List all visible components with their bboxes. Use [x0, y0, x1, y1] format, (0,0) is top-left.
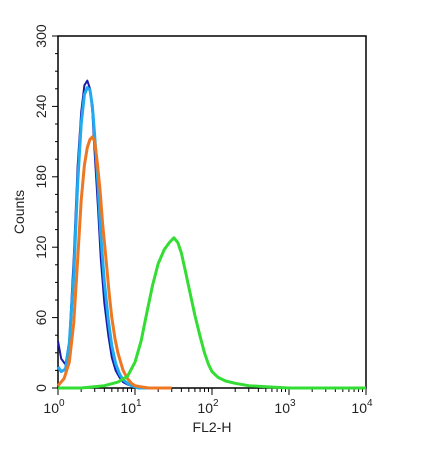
x-tick-exponent: 1: [136, 398, 142, 409]
y-tick-label: 0: [33, 384, 49, 392]
x-tick-base: 10: [351, 400, 367, 416]
histogram-series: [56, 79, 366, 390]
histogram-line-2: [56, 86, 149, 390]
x-tick-exponent: 0: [59, 398, 65, 409]
x-tick-label: 102: [197, 398, 219, 416]
x-tick-exponent: 4: [367, 398, 373, 409]
y-tick-label: 300: [33, 24, 49, 48]
x-tick-label: 100: [43, 398, 65, 416]
plot-frame: [57, 35, 367, 389]
x-tick-base: 10: [197, 400, 213, 416]
x-tick-base: 10: [43, 400, 59, 416]
x-axis-label: FL2-H: [193, 419, 232, 435]
histogram-line-3: [56, 135, 172, 390]
x-tick-base: 10: [120, 400, 136, 416]
x-tick-label: 101: [120, 398, 142, 416]
y-tick-label: 180: [33, 165, 49, 189]
x-tick-label: 104: [351, 398, 373, 416]
histogram-line-4: [58, 236, 366, 390]
x-tick-label: 103: [274, 398, 296, 416]
y-tick-label: 120: [33, 235, 49, 259]
y-tick-label: 240: [33, 95, 49, 119]
x-tick-exponent: 3: [290, 398, 296, 409]
y-tick-label: 60: [33, 310, 49, 326]
x-tick-exponent: 2: [213, 398, 219, 409]
x-tick-base: 10: [274, 400, 290, 416]
y-axis-label: Counts: [11, 190, 27, 234]
